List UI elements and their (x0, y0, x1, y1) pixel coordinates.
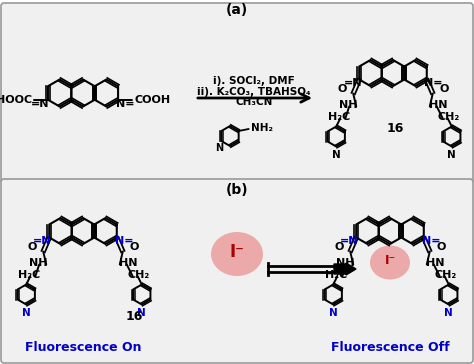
Text: N: N (332, 150, 341, 161)
Text: =N: =N (33, 236, 51, 246)
Text: N=: N= (116, 99, 135, 109)
Text: N: N (137, 309, 146, 318)
Text: H₂C: H₂C (18, 269, 40, 280)
Text: HN: HN (426, 258, 444, 269)
Text: N=: N= (422, 236, 440, 246)
Text: H₂C: H₂C (328, 111, 350, 122)
Text: Fluorescence Off: Fluorescence Off (331, 341, 449, 354)
Text: (b): (b) (226, 183, 248, 197)
Text: =N: =N (344, 78, 362, 88)
Text: CH₂: CH₂ (435, 269, 457, 280)
FancyBboxPatch shape (1, 3, 473, 183)
Text: NH₂: NH₂ (251, 123, 273, 133)
Text: (a): (a) (226, 3, 248, 17)
Text: =N: =N (339, 236, 358, 246)
FancyBboxPatch shape (1, 179, 473, 363)
Text: CH₃CN: CH₃CN (235, 97, 273, 107)
Text: O: O (439, 83, 448, 94)
Text: I⁻: I⁻ (384, 254, 396, 267)
Text: N: N (22, 309, 31, 318)
Text: Fluorescence On: Fluorescence On (25, 341, 141, 354)
Text: N: N (215, 143, 223, 153)
Text: CH₂: CH₂ (128, 269, 150, 280)
Text: NH: NH (336, 258, 355, 269)
Text: =N: =N (31, 99, 50, 109)
Text: O: O (436, 241, 446, 252)
Text: NH: NH (339, 100, 357, 111)
Text: N: N (447, 150, 456, 161)
Text: O: O (335, 241, 344, 252)
Text: I⁻: I⁻ (229, 243, 245, 261)
Text: H₂C: H₂C (325, 269, 347, 280)
Text: N=: N= (424, 78, 443, 88)
Text: ii). K₂CO₃, TBAHSO₄: ii). K₂CO₃, TBAHSO₄ (197, 87, 311, 97)
Text: O: O (337, 83, 347, 94)
Text: HOOC: HOOC (0, 95, 32, 105)
Text: HN: HN (118, 258, 137, 269)
Text: O: O (129, 241, 138, 252)
Text: N: N (329, 309, 337, 318)
Ellipse shape (211, 232, 263, 276)
Text: i). SOCl₂, DMF: i). SOCl₂, DMF (213, 76, 295, 86)
Ellipse shape (370, 245, 410, 280)
Text: 16: 16 (386, 122, 404, 135)
Text: HN: HN (428, 100, 447, 111)
Text: CH₂: CH₂ (438, 111, 460, 122)
Text: NH: NH (29, 258, 47, 269)
Text: O: O (27, 241, 37, 252)
Text: N=: N= (115, 236, 134, 246)
Text: N: N (445, 309, 453, 318)
Text: COOH: COOH (134, 95, 170, 105)
Text: 16: 16 (125, 309, 143, 323)
FancyArrow shape (334, 263, 356, 275)
